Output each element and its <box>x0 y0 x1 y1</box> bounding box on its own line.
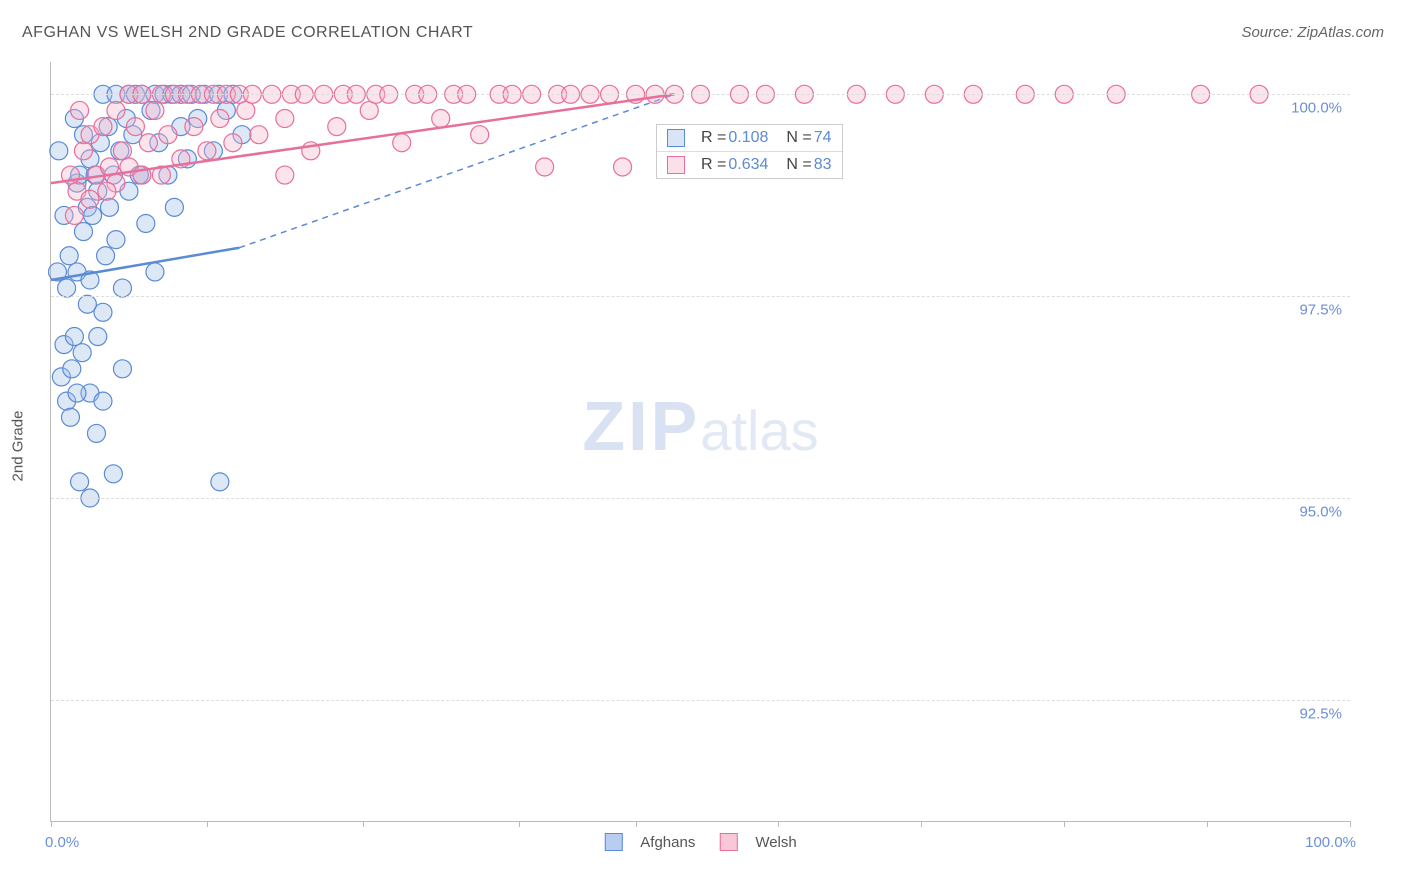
scatter-point <box>87 424 105 442</box>
scatter-point <box>250 126 268 144</box>
ytick-label: 100.0% <box>1291 100 1342 117</box>
scatter-point <box>211 110 229 128</box>
legend-item: Welsh <box>719 833 796 851</box>
scatter-point <box>71 101 89 119</box>
xtick <box>519 821 520 827</box>
scatter-point <box>63 360 81 378</box>
ytick-label: 92.5% <box>1299 705 1342 722</box>
scatter-point <box>360 101 378 119</box>
scatter-point <box>536 158 554 176</box>
xtick <box>363 821 364 827</box>
scatter-point <box>211 473 229 491</box>
stat-n-value: 74 <box>814 129 832 147</box>
xtick <box>1350 821 1351 827</box>
scatter-point <box>165 198 183 216</box>
scatter-point <box>81 190 99 208</box>
plot-area: ZIPatlas R =0.108N =74R =0.634N =83 Afgh… <box>50 62 1350 822</box>
x-start-label: 0.0% <box>45 834 79 851</box>
scatter-point <box>61 408 79 426</box>
scatter-point <box>139 134 157 152</box>
scatter-point <box>237 101 255 119</box>
scatter-point <box>65 328 83 346</box>
scatter-point <box>328 118 346 136</box>
scatter-point <box>113 142 131 160</box>
scatter-point <box>146 263 164 281</box>
stat-n-label: N = <box>786 129 811 147</box>
scatter-point <box>73 344 91 362</box>
scatter-point <box>146 101 164 119</box>
scatter-point <box>60 247 78 265</box>
scatter-point <box>94 392 112 410</box>
series-swatch <box>667 129 685 147</box>
xtick <box>1064 821 1065 827</box>
scatter-point <box>113 279 131 297</box>
scatter-point <box>159 126 177 144</box>
xtick <box>778 821 779 827</box>
scatter-point <box>100 198 118 216</box>
scatter-point <box>614 158 632 176</box>
y-axis-label: 2nd Grade <box>10 411 27 482</box>
stat-n-label: N = <box>786 156 811 174</box>
xtick <box>921 821 922 827</box>
scatter-point <box>185 118 203 136</box>
stats-box: R =0.108 N =74 R =0.634 N =83 <box>656 124 843 179</box>
legend-item: Afghans <box>604 833 695 851</box>
legend-label: Welsh <box>755 834 796 851</box>
scatter-point <box>471 126 489 144</box>
scatter-point <box>107 101 125 119</box>
gridline <box>51 296 1350 297</box>
stat-n-value: 83 <box>814 156 832 174</box>
xtick <box>636 821 637 827</box>
scatter-point <box>276 110 294 128</box>
scatter-point <box>84 206 102 224</box>
scatter-point <box>276 166 294 184</box>
trend-line-dash <box>239 94 674 247</box>
stat-r-label: R = <box>701 129 726 147</box>
gridline <box>51 94 1350 95</box>
x-end-label: 100.0% <box>1305 834 1356 851</box>
scatter-point <box>98 182 116 200</box>
ytick-label: 95.0% <box>1299 504 1342 521</box>
stat-r-value: 0.634 <box>728 156 768 174</box>
stat-r-label: R = <box>701 156 726 174</box>
scatter-point <box>104 465 122 483</box>
scatter-point <box>74 142 92 160</box>
ytick-label: 97.5% <box>1299 302 1342 319</box>
series-swatch <box>667 156 685 174</box>
scatter-point <box>65 206 83 224</box>
scatter-point <box>94 303 112 321</box>
scatter-point <box>126 118 144 136</box>
scatter-point <box>50 142 68 160</box>
scatter-point <box>198 142 216 160</box>
scatter-point <box>224 134 242 152</box>
stats-row: R =0.108 N =74 <box>657 125 842 151</box>
scatter-point <box>137 214 155 232</box>
scatter-point <box>113 360 131 378</box>
gridline <box>51 700 1350 701</box>
source-label: Source: ZipAtlas.com <box>1241 24 1384 41</box>
stats-row: R =0.634 N =83 <box>657 151 842 178</box>
scatter-point <box>97 247 115 265</box>
scatter-point <box>432 110 450 128</box>
xtick <box>207 821 208 827</box>
scatter-point <box>71 473 89 491</box>
legend: Afghans Welsh <box>604 833 796 851</box>
legend-swatch <box>604 833 622 851</box>
xtick <box>51 821 52 827</box>
scatter-point <box>107 231 125 249</box>
scatter-point <box>74 223 92 241</box>
xtick <box>1207 821 1208 827</box>
gridline <box>51 498 1350 499</box>
stat-r-value: 0.108 <box>728 129 768 147</box>
scatter-point <box>68 384 86 402</box>
scatter-point <box>89 328 107 346</box>
legend-swatch <box>719 833 737 851</box>
scatter-point <box>393 134 411 152</box>
legend-label: Afghans <box>640 834 695 851</box>
scatter-point <box>94 118 112 136</box>
scatter-point <box>58 279 76 297</box>
chart-title: AFGHAN VS WELSH 2ND GRADE CORRELATION CH… <box>22 24 473 42</box>
